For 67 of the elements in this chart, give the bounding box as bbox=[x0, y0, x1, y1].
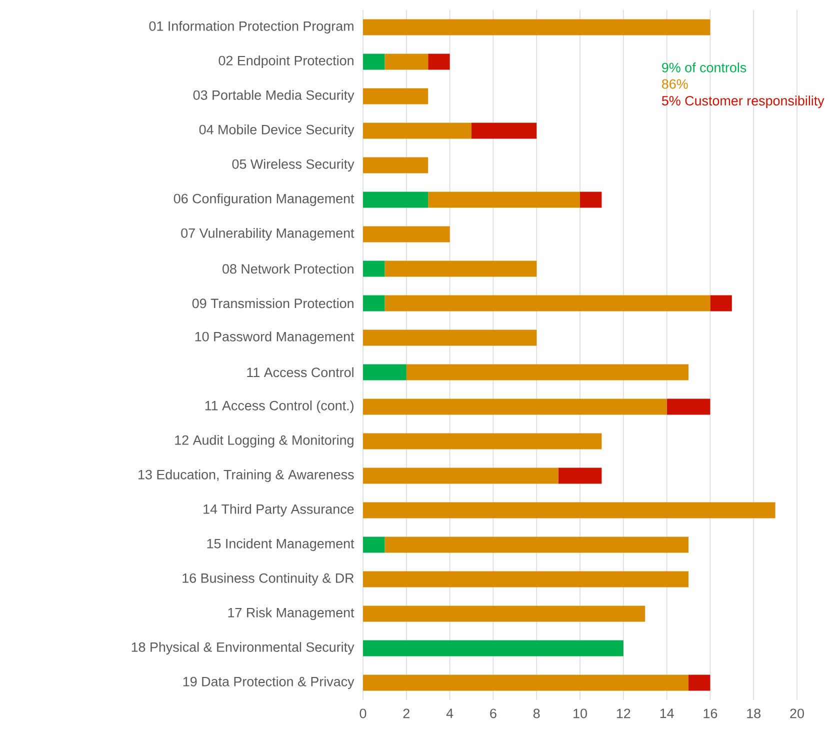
y-tick-label: 07 Vulnerability Management bbox=[181, 228, 354, 241]
bar bbox=[580, 192, 602, 208]
x-tick-label: 4 bbox=[446, 708, 454, 718]
y-tick-label: 15 Incident Management bbox=[207, 538, 354, 552]
x-tick-label: 8 bbox=[533, 708, 540, 718]
y-tick-label: 02 Endpoint Protection bbox=[218, 55, 354, 68]
y-tick-label: 08 Network Protection bbox=[222, 264, 354, 274]
y-tick-label: 16 Business Continuity & DR bbox=[182, 572, 354, 586]
y-tick-label: 18 Physical & Environmental Security bbox=[132, 642, 354, 655]
bar bbox=[362, 192, 428, 208]
x-tick-label: 6 bbox=[490, 708, 496, 718]
y-tick-label: 10 Password Management bbox=[195, 331, 354, 344]
text: 9% of controls bbox=[662, 62, 746, 72]
x-tick-label: 18 bbox=[747, 708, 760, 718]
bar bbox=[710, 295, 732, 312]
bar bbox=[362, 674, 688, 691]
bar bbox=[362, 502, 776, 518]
bar bbox=[362, 295, 385, 312]
y-tick-label: 13 Education, Training & Awareness bbox=[138, 469, 354, 482]
y-tick-label: 14 Third Party Assurance bbox=[204, 504, 354, 517]
bar bbox=[362, 606, 646, 622]
text: 5% Customer responsibility bbox=[662, 96, 824, 108]
x-tick-label: 10 bbox=[574, 708, 587, 718]
bar bbox=[362, 54, 385, 70]
bar bbox=[472, 122, 537, 139]
x-tick-label: 20 bbox=[790, 708, 804, 718]
bar bbox=[558, 468, 602, 484]
bar bbox=[362, 122, 472, 139]
bar bbox=[362, 330, 537, 346]
bar bbox=[362, 433, 602, 450]
y-tick-label: 17 Risk Management bbox=[228, 607, 354, 620]
bar bbox=[362, 88, 428, 104]
x-tick-label: 16 bbox=[704, 708, 718, 718]
bar bbox=[384, 54, 428, 70]
y-tick-label: 04 Mobile Device Security bbox=[199, 124, 354, 138]
x-tick-label: 2 bbox=[403, 708, 410, 718]
bar bbox=[362, 398, 667, 415]
y-tick-label: 03 Portable Media Security bbox=[193, 90, 354, 103]
bar bbox=[406, 364, 688, 380]
bar bbox=[428, 54, 450, 70]
bar bbox=[688, 674, 710, 691]
x-tick-label: 0 bbox=[360, 708, 366, 718]
bar bbox=[362, 536, 385, 553]
bar bbox=[362, 226, 450, 242]
y-tick-label: 11 Access Control (cont.) bbox=[205, 400, 354, 414]
bar bbox=[384, 295, 710, 312]
y-tick-label: 19 Data Protection & Privacy bbox=[183, 676, 354, 690]
bar bbox=[362, 640, 624, 656]
bar bbox=[666, 398, 710, 415]
bar bbox=[362, 468, 558, 484]
bar bbox=[362, 19, 710, 36]
bar bbox=[362, 364, 406, 380]
y-tick-label: 09 Transmission Protection bbox=[192, 298, 354, 308]
x-tick-label: 12 bbox=[616, 708, 630, 718]
y-tick-label: 12 Audit Logging & Monitoring bbox=[175, 434, 354, 448]
bar bbox=[428, 192, 580, 208]
bar bbox=[362, 157, 428, 174]
text: 86% bbox=[662, 79, 688, 89]
bar bbox=[362, 260, 385, 277]
bar bbox=[362, 571, 688, 588]
bar bbox=[384, 536, 688, 553]
y-tick-label: 01 Information Protection Program bbox=[149, 20, 354, 34]
bar bbox=[384, 260, 537, 277]
y-tick-label: 06 Configuration Management bbox=[174, 193, 354, 206]
y-tick-label: 05 Wireless Security bbox=[232, 158, 354, 172]
y-tick-label: 11 Access Control bbox=[247, 367, 354, 378]
x-tick-label: 14 bbox=[660, 708, 674, 718]
